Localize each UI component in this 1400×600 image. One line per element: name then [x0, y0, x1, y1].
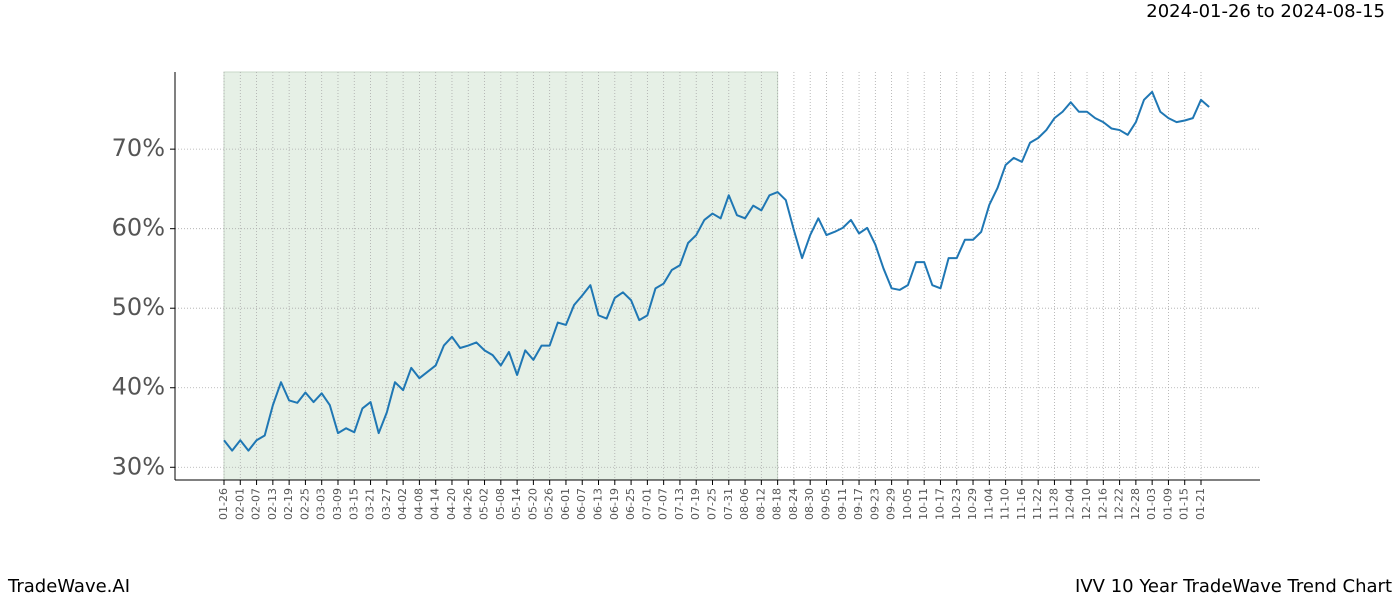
x-tick-label: 09-23: [868, 488, 881, 520]
x-tick-label: 07-25: [706, 488, 719, 520]
x-tick-label: 11-04: [982, 488, 995, 520]
x-tick-label: 08-06: [738, 488, 751, 520]
x-tick-label: 02-19: [282, 488, 295, 520]
chart-title: IVV 10 Year TradeWave Trend Chart: [1075, 576, 1392, 597]
y-tick-label: 30%: [112, 452, 165, 480]
x-tick-label: 12-04: [1064, 488, 1077, 520]
x-tick-label: 09-11: [836, 488, 849, 520]
x-tick-label: 10-29: [966, 488, 979, 520]
x-tick-label: 02-01: [233, 488, 246, 520]
x-tick-label: 01-21: [1194, 488, 1207, 520]
y-tick-label: 40%: [112, 373, 165, 401]
series-line: [223, 90, 1210, 452]
x-tick-label: 01-03: [1145, 488, 1158, 520]
y-tick-label: 60%: [112, 214, 165, 242]
x-tick-label: 07-01: [640, 488, 653, 520]
chart-subtitle: 2024-01-26 to 2024-08-15: [1146, 1, 1385, 22]
x-tick-label: 01-26: [217, 488, 230, 520]
x-tick-label: 08-18: [771, 488, 784, 520]
x-tick-label: 09-17: [852, 488, 865, 520]
x-tick-label: 07-31: [722, 488, 735, 520]
x-tick-label: 11-10: [999, 488, 1012, 520]
x-tick-label: 09-05: [819, 488, 832, 520]
y-tick-label: 70%: [112, 134, 165, 162]
x-tick-label: 10-17: [933, 488, 946, 520]
x-tick-label: 03-03: [315, 488, 328, 520]
x-tick-label: 12-22: [1113, 488, 1126, 520]
x-tick-label: 05-14: [510, 488, 523, 520]
x-tick-label: 04-14: [429, 488, 442, 520]
x-tick-label: 07-13: [673, 488, 686, 520]
x-tick-label: 07-19: [689, 488, 702, 520]
x-tick-label: 04-02: [396, 488, 409, 520]
x-tick-label: 11-22: [1031, 488, 1044, 520]
x-tick-label: 06-25: [624, 488, 637, 520]
x-tick-label: 11-28: [1047, 488, 1060, 520]
x-tick-label: 06-01: [559, 488, 572, 520]
x-tick-label: 10-11: [917, 488, 930, 520]
x-tick-label: 10-23: [950, 488, 963, 520]
x-tick-label: 01-09: [1161, 488, 1174, 520]
brand: TradeWave.AI: [7, 576, 130, 597]
x-tick-label: 02-25: [298, 488, 311, 520]
x-tick-label: 12-10: [1080, 488, 1093, 520]
x-tick-label: 05-08: [494, 488, 507, 520]
x-tick-label: 06-07: [575, 488, 588, 520]
x-tick-label: 03-09: [331, 488, 344, 520]
x-tick-label: 08-24: [787, 488, 800, 520]
x-tick-label: 05-20: [526, 488, 539, 520]
x-tick-label: 06-13: [592, 488, 605, 520]
x-tick-label: 08-12: [754, 488, 767, 520]
x-tick-label: 12-28: [1129, 488, 1142, 520]
x-tick-label: 05-02: [478, 488, 491, 520]
x-tick-label: 11-16: [1015, 488, 1028, 520]
x-tick-label: 04-26: [461, 488, 474, 520]
x-tick-label: 02-13: [266, 488, 279, 520]
x-tick-label: 02-07: [250, 488, 263, 520]
x-tick-label: 05-26: [543, 488, 556, 520]
x-tick-label: 09-29: [885, 488, 898, 520]
x-tick-label: 08-30: [803, 488, 816, 520]
x-tick-label: 03-15: [347, 488, 360, 520]
x-tick-label: 12-16: [1096, 488, 1109, 520]
y-tick-label: 50%: [112, 293, 165, 321]
x-tick-label: 01-15: [1178, 488, 1191, 520]
x-tick-label: 07-07: [657, 488, 670, 520]
x-tick-label: 04-08: [412, 488, 425, 520]
x-tick-label: 06-19: [608, 488, 621, 520]
x-tick-label: 10-05: [901, 488, 914, 520]
x-tick-label: 04-20: [445, 488, 458, 520]
x-tick-label: 03-21: [364, 488, 377, 520]
x-tick-label: 03-27: [380, 488, 393, 520]
